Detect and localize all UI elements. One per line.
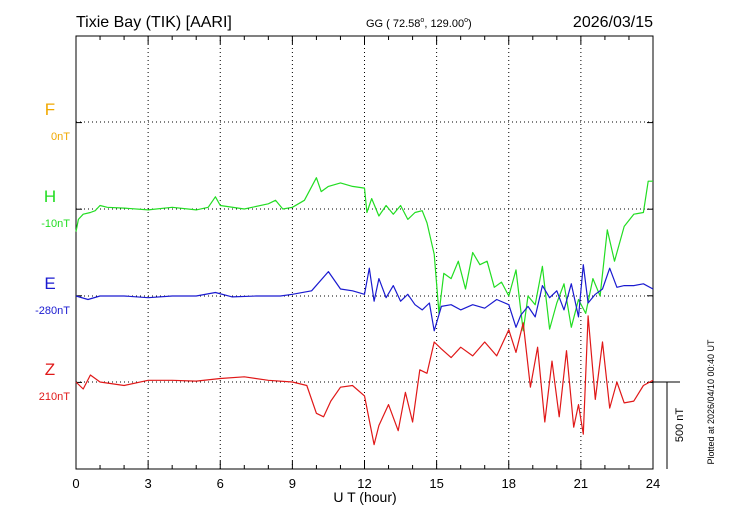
x-tick-label: 6 xyxy=(217,476,224,491)
baseline-label-Z: 210nT xyxy=(39,391,70,403)
component-labels: F 0nT H -10nT E -280nT Z 210nT xyxy=(35,100,70,403)
x-tick-label: 12 xyxy=(357,476,371,491)
station-title: Tixie Bay (TIK) [AARI] xyxy=(76,14,232,31)
trace-H xyxy=(75,177,653,332)
x-tick-labels: 0 3 6 9 12 15 18 21 24 xyxy=(72,476,660,491)
baseline-label-F: 0nT xyxy=(51,131,70,143)
baseline-label-E: -280nT xyxy=(35,305,70,317)
trace-Z xyxy=(75,315,654,446)
grid-lines xyxy=(76,36,653,469)
trace-E xyxy=(75,264,654,332)
data-traces xyxy=(75,177,654,446)
scale-bar: 500 nT xyxy=(653,381,686,469)
date-label: 2026/03/15 xyxy=(573,14,653,31)
coordinates-label: GG ( 72.58o, 129.00o) xyxy=(366,17,472,30)
axis-ticks xyxy=(75,35,654,470)
x-axis-label: U T (hour) xyxy=(333,489,396,505)
x-tick-label: 3 xyxy=(145,476,152,491)
component-name-Z: Z xyxy=(45,360,55,379)
component-name-F: F xyxy=(45,100,55,119)
baseline-label-H: -10nT xyxy=(41,218,70,230)
scale-bar-label: 500 nT xyxy=(674,408,686,443)
x-tick-label: 9 xyxy=(289,476,296,491)
component-name-H: H xyxy=(44,187,56,206)
x-tick-label: 0 xyxy=(72,476,79,491)
x-tick-label: 15 xyxy=(429,476,443,491)
x-tick-label: 24 xyxy=(646,476,660,491)
x-tick-label: 21 xyxy=(574,476,588,491)
plotted-at-note: Plotted at 2026/04/10 00:40 UT xyxy=(706,339,716,465)
x-tick-label: 18 xyxy=(502,476,516,491)
component-name-E: E xyxy=(44,274,55,293)
